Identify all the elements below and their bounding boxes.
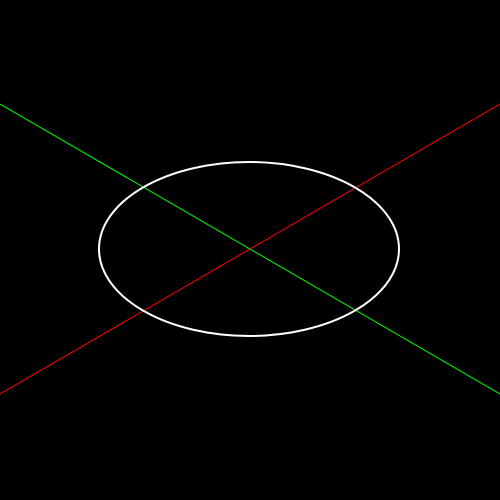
y-axis-line (0, 103, 500, 395)
circle-shape[interactable] (98, 161, 400, 337)
